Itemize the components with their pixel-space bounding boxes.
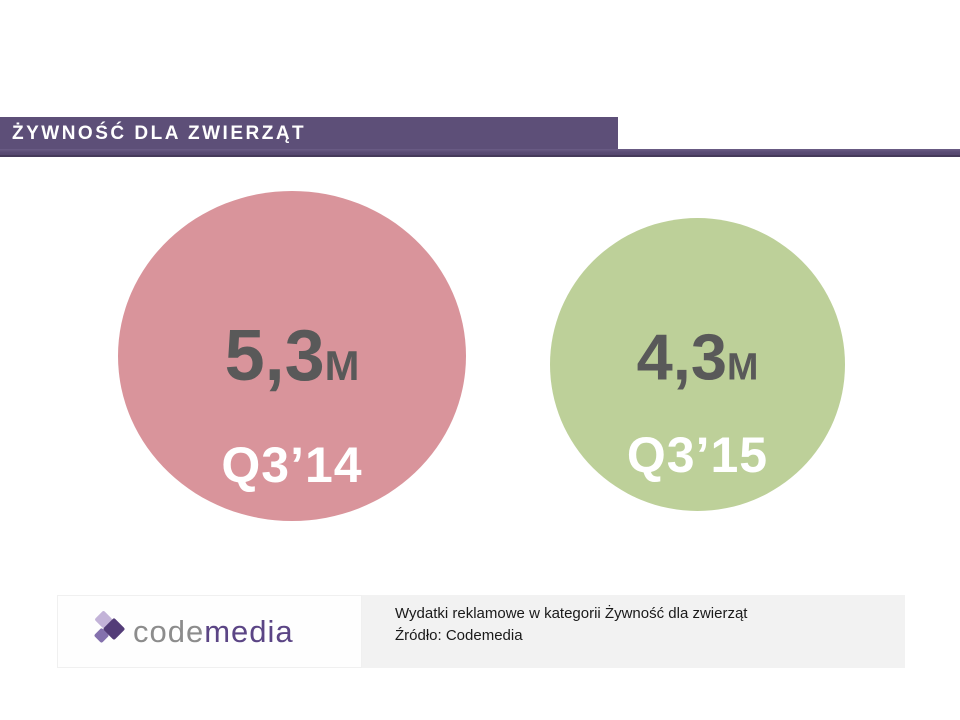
footer-caption: Wydatki reklamowe w kategorii Żywność dl… <box>395 603 747 647</box>
header-underline-strip <box>0 149 960 157</box>
bubble-q3-15-label: Q3’15 <box>626 427 769 484</box>
bubble-q3-15-value: 4,3M <box>550 325 845 390</box>
logo-text-code: code <box>133 614 205 649</box>
codemedia-logo-text: codemedia <box>133 612 294 652</box>
page-title: ŻYWNOŚĆ DLA ZWIERZĄT <box>12 123 307 144</box>
bubble-q3-14: 5,3M Q3’14 <box>118 191 466 521</box>
bubble-q3-14-value-unit: M <box>324 342 360 389</box>
caption-description: Wydatki reklamowe w kategorii Żywność dl… <box>395 605 748 622</box>
bubble-q3-14-value: 5,3M <box>118 320 466 392</box>
logo-text-media: media <box>204 614 294 649</box>
bubble-q3-15: 4,3M Q3’15 <box>550 218 845 511</box>
bubble-q3-14-value-number: 5,3 <box>224 316 325 396</box>
caption-source: Źródło: Codemedia <box>395 627 523 644</box>
bubble-q3-15-value-number: 4,3 <box>636 320 727 394</box>
bubble-q3-15-value-unit: M <box>726 345 759 388</box>
bubble-q3-14-label: Q3’14 <box>221 436 363 493</box>
